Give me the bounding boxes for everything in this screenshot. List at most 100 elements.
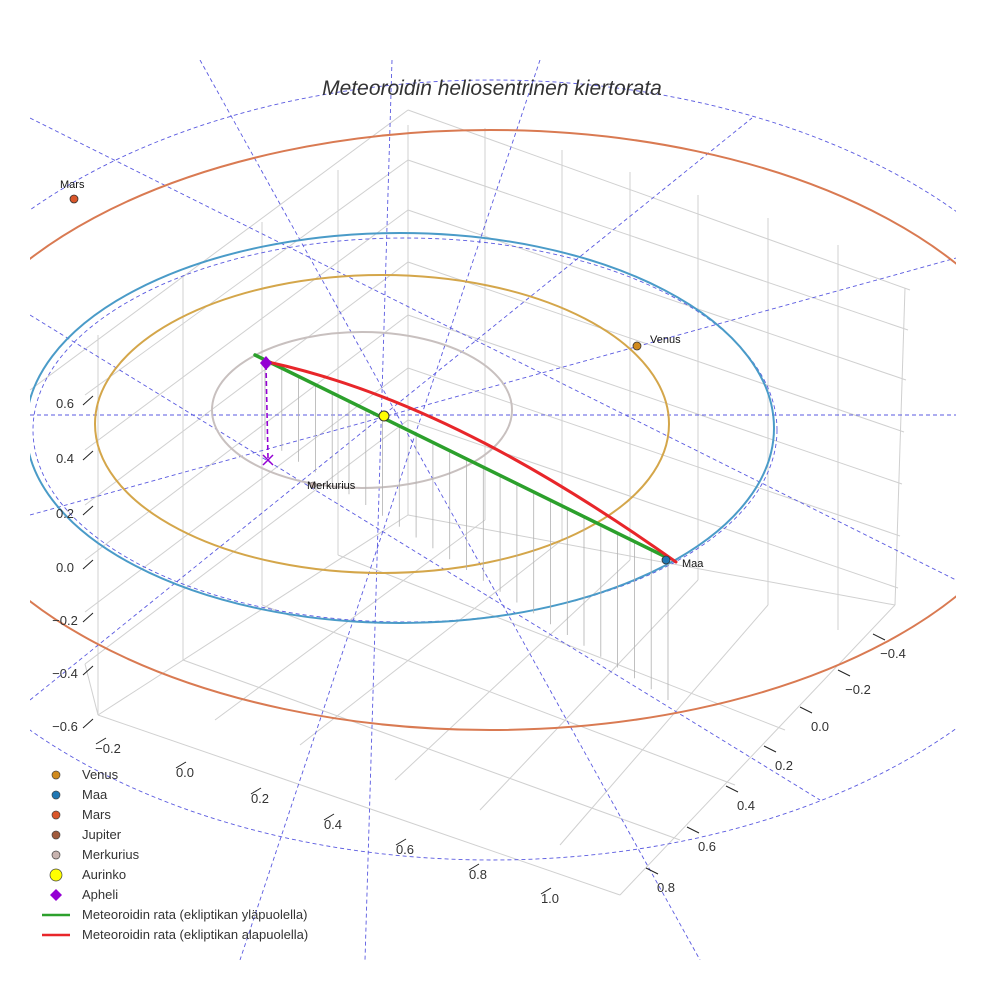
x-tick-label: 0.8 (469, 867, 487, 882)
x-tick-label: 0.4 (324, 817, 342, 832)
y-tick-mark (799, 706, 813, 714)
meteoroid-below-line (266, 360, 678, 564)
z-tick-mark (82, 450, 94, 461)
legend-marker (51, 770, 61, 780)
y-tick-label: 0.8 (657, 880, 675, 895)
grid-line (559, 604, 769, 846)
grid-line (299, 539, 563, 746)
x-tick-mark (250, 787, 262, 795)
grid-line (97, 514, 409, 716)
sun-point (378, 410, 390, 422)
x-tick-label: 0.6 (396, 842, 414, 857)
box-edge (619, 604, 896, 896)
point-label-venus: Venus (650, 334, 681, 346)
point-label-maa: Maa (682, 558, 704, 570)
z-tick-label: 0.4 (56, 451, 74, 466)
y-tick-mark (686, 826, 700, 834)
legend-label: Apheli (82, 887, 118, 902)
x-tick-label: 0.0 (176, 765, 194, 780)
z-tick-mark (82, 395, 94, 406)
legend-marker (51, 850, 61, 860)
ecliptic-grid-line (30, 117, 956, 581)
grid-line (261, 604, 736, 786)
grid-line (407, 314, 903, 485)
y-tick-label: 0.6 (698, 839, 716, 854)
ecliptic-grid-line (239, 60, 541, 960)
z-tick-mark (82, 505, 94, 516)
y-tick-label: 0.2 (775, 758, 793, 773)
legend-marker (50, 889, 62, 901)
legend-marker (51, 790, 61, 800)
y-tick-mark (837, 669, 851, 677)
legend-label: Jupiter (82, 827, 122, 842)
meteoroid-drop-lines (264, 360, 669, 700)
legend-label: Aurinko (82, 867, 126, 882)
orbit-merkurius (211, 331, 513, 489)
grid-line (407, 419, 899, 589)
grid-line (84, 367, 409, 613)
y-tick-mark (725, 785, 739, 793)
z-tick-label: −0.6 (52, 719, 78, 734)
legend-label: Merkurius (82, 847, 140, 862)
x-tick-mark (468, 863, 480, 871)
point-label-merkurius: Merkurius (307, 480, 356, 492)
z-tick-label: 0.2 (56, 506, 74, 521)
legend: Venus Maa Mars Jupiter Merkurius Aurinko Aphel… (42, 767, 308, 942)
box-edge (97, 714, 621, 896)
planet-orbits (30, 129, 956, 731)
y-tick-label: −0.2 (845, 682, 871, 697)
grid-line (407, 367, 901, 537)
ecliptic-grid-line (30, 257, 956, 516)
grid-line (84, 209, 409, 451)
aphelion-projection-marker (262, 454, 274, 466)
y-tick-mark (763, 745, 777, 753)
grid-line (337, 554, 786, 731)
ecliptic-grid-line (30, 117, 753, 701)
legend-label: Meteoroidin rata (ekliptikan alapuolella… (82, 927, 308, 942)
aphelion-drop (265, 364, 269, 459)
x-tick-label: 1.0 (541, 891, 559, 906)
grid-line (84, 419, 409, 665)
point-label-mars: Mars (60, 179, 85, 191)
z-tick-mark (82, 559, 94, 570)
box-edge (29, 109, 409, 391)
ecliptic-grid (30, 60, 956, 960)
box-edge (407, 109, 911, 291)
legend-label: Mars (82, 807, 111, 822)
x-tick-label: −0.2 (95, 741, 121, 756)
legend-label: Venus (82, 767, 119, 782)
x-tick-mark (95, 737, 107, 745)
meteoroid-trajectory (253, 353, 678, 564)
z-tick-label: −0.2 (52, 613, 78, 628)
grid-line (407, 209, 907, 381)
orbit-mars (30, 129, 956, 731)
y-tick-mark (645, 867, 659, 875)
z-tick-label: −0.4 (52, 666, 78, 681)
axis-ticks: −0.2 0.0 0.2 0.4 0.6 0.8 1.0 −0.4 −0.2 0.0 0.2 0.4 0… (52, 395, 906, 906)
y-tick-label: −0.4 (880, 646, 906, 661)
plot-points: Mars Venus Merkurius Maa (60, 179, 704, 570)
ecliptic-grid-line (30, 314, 821, 801)
legend-marker (49, 868, 63, 882)
legend-label: Maa (82, 787, 108, 802)
venus-point (632, 341, 642, 351)
grid-line (894, 287, 906, 606)
grid-line (479, 579, 699, 811)
x-tick-mark (323, 813, 335, 821)
axes-box (29, 109, 911, 896)
orbit-maa (30, 232, 775, 624)
box-edge (84, 663, 99, 716)
y-tick-label: 0.4 (737, 798, 755, 813)
grid-line (84, 159, 409, 396)
y-tick-mark (872, 633, 886, 641)
ecliptic-grid-line (364, 60, 393, 960)
y-tick-label: 0.0 (811, 719, 829, 734)
maa-point (661, 555, 671, 565)
grid-line (214, 519, 486, 721)
z-tick-label: 0.0 (56, 560, 74, 575)
orbit-venus (94, 274, 670, 574)
grid-line (407, 261, 905, 433)
ecliptic-ring-outer (30, 79, 956, 861)
z-tick-mark (82, 612, 94, 623)
